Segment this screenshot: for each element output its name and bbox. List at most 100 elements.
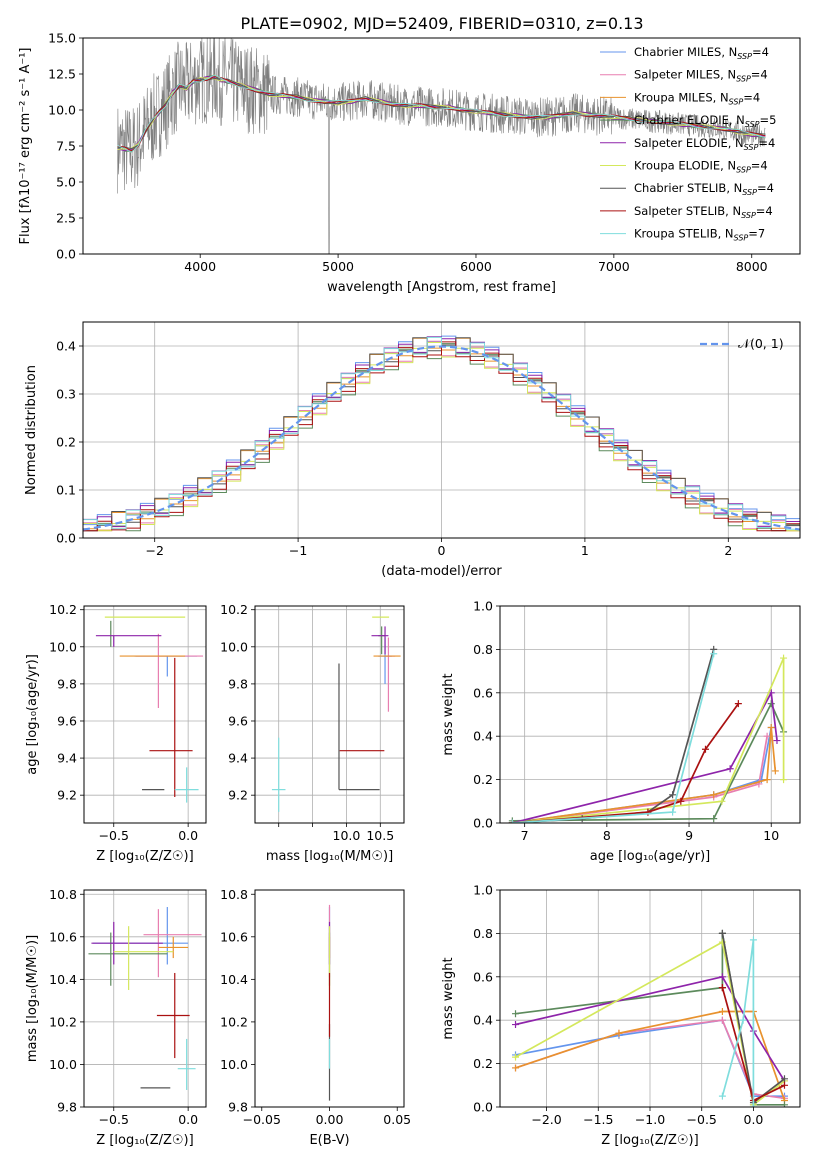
y-tick-label: 0.0 — [56, 531, 76, 546]
metallicity-age-plot: −0.5 0.0 9.2 9.4 9.6 9.8 10.0 10.2 Z [log₁₀(Z/Z☉… — [25, 602, 207, 864]
weight-marker — [767, 724, 775, 732]
y-tick-label: 0.2 — [56, 435, 76, 450]
x-axis-label: (data-model)/error — [381, 564, 502, 579]
y-tick-label: 9.2 — [57, 788, 77, 803]
y-tick-label: 0.0 — [473, 816, 493, 831]
y-tick-label: 10.8 — [220, 887, 248, 902]
axes-frame — [499, 605, 801, 824]
metallicity-mass-weight-plot: −2.0 −1.5 −1.0 −0.5 0.0 0.0 0.2 0.4 0.6 0.8 1.0 Z [… — [441, 883, 801, 1148]
plot-area — [512, 929, 788, 1107]
weight-line — [721, 939, 755, 1107]
plot-area — [95, 616, 204, 803]
metallicity-mass-plot: −0.5 0.0 9.8 10.0 10.2 10.4 10.6 10.8 Z [log₁₀(Z… — [25, 887, 207, 1148]
y-tick-label: 15.0 — [48, 31, 76, 46]
x-tick-label: −0.5 — [99, 1112, 129, 1127]
x-axis-label: age [log₁₀(age/yr)] — [590, 849, 711, 864]
x-axis-label: Z [log₁₀(Z/Z☉)] — [96, 849, 193, 864]
weight-marker — [701, 745, 709, 753]
weight-line — [512, 690, 778, 823]
y-axis-label: Flux [fλ10⁻¹⁷ erg cm⁻² s⁻¹ A⁻¹] — [18, 48, 33, 245]
weight-marker — [763, 776, 771, 784]
x-tick-label: 2 — [724, 543, 732, 558]
y-tick-label: 9.4 — [57, 751, 77, 766]
axes-frame — [83, 889, 207, 1108]
weight-marker — [615, 1029, 623, 1037]
age-mass-weight-plot: 7 8 9 10 0.0 0.2 0.4 0.6 0.8 1.0 age [log₁₀(age/yr… — [441, 599, 801, 864]
weight-marker — [669, 791, 677, 799]
y-tick-label: 10.8 — [49, 887, 77, 902]
y-tick-label: 12.5 — [48, 67, 76, 82]
legend-label: Salpeter MILES, NSSP=4 — [634, 68, 768, 84]
axes-frame — [82, 321, 801, 539]
weight-marker — [718, 973, 726, 981]
y-tick-label: 9.8 — [57, 1100, 77, 1115]
weight-marker — [749, 936, 757, 944]
y-axis-label: mass weight — [441, 957, 456, 1039]
spectrum-data-line — [117, 38, 766, 254]
x-tick-label: −2.0 — [531, 1112, 561, 1127]
x-tick-label: 10.5 — [366, 828, 394, 843]
model-fit-line — [117, 76, 766, 152]
x-tick-label: 8 — [603, 828, 611, 843]
weight-marker — [749, 1103, 757, 1107]
x-axis-label: wavelength [Angstrom, rest frame] — [327, 280, 556, 295]
y-tick-label: 0.8 — [473, 926, 493, 941]
weight-line — [512, 701, 785, 822]
x-tick-label: 0.0 — [744, 1112, 764, 1127]
weight-line — [512, 703, 740, 823]
y-tick-label: 7.5 — [56, 139, 76, 154]
weight-marker — [718, 1092, 726, 1100]
legend-label: Kroupa STELIB, NSSP=7 — [634, 227, 765, 243]
legend-label: Chabrier ELODIE, NSSP=5 — [634, 113, 776, 129]
axes-frame — [499, 889, 801, 1108]
y-tick-label: 10.2 — [49, 602, 77, 617]
x-tick-label: 4000 — [184, 259, 216, 274]
x-axis-label: Z [log₁₀(Z/Z☉)] — [601, 1133, 698, 1148]
y-tick-label: 9.6 — [57, 713, 77, 728]
plot-area — [83, 335, 800, 532]
y-axis-label: mass [log₁₀(M/M☉)] — [25, 935, 40, 1062]
x-tick-label: −1.5 — [583, 1112, 613, 1127]
x-tick-label: 7 — [521, 828, 529, 843]
y-tick-label: 0.2 — [473, 772, 493, 787]
weight-marker — [734, 700, 742, 708]
legend-label: Chabrier STELIB, NSSP=4 — [634, 181, 774, 197]
x-tick-label: 8000 — [736, 259, 768, 274]
weight-marker — [508, 819, 516, 823]
x-tick-label: −0.5 — [99, 828, 129, 843]
legend-label: Chabrier MILES, NSSP=4 — [634, 45, 769, 61]
x-tick-label: −0.5 — [687, 1112, 717, 1127]
axes-frame — [254, 605, 405, 824]
y-tick-label: 9.8 — [57, 676, 77, 691]
spectrum-plot: 4000 5000 6000 7000 8000 0.0 2.5 5.0 7.5 10.0 12.5… — [18, 31, 801, 295]
y-tick-label: 9.2 — [228, 788, 248, 803]
legend-label: 𝒩(0, 1) — [738, 336, 784, 351]
weight-marker — [512, 1064, 520, 1072]
weight-marker — [771, 767, 779, 775]
mass-age-plot: 10.0 10.5 9.2 9.4 9.6 9.8 10.0 10.2 mass [log₁₀(… — [220, 602, 405, 864]
x-tick-label: 10.0 — [333, 828, 361, 843]
normal-distribution-curve — [83, 345, 800, 531]
weight-marker — [773, 737, 781, 745]
plot-area — [88, 907, 202, 1090]
weight-marker — [718, 1008, 726, 1016]
y-tick-label: 0.0 — [56, 247, 76, 262]
y-tick-label: 0.4 — [473, 729, 493, 744]
y-tick-label: 10.0 — [49, 1057, 77, 1072]
y-tick-label: 10.4 — [220, 972, 248, 987]
x-tick-label: 0.0 — [178, 828, 198, 843]
x-axis-label: Z [log₁₀(Z/Z☉)] — [96, 1133, 193, 1148]
x-tick-label: 0.05 — [383, 1112, 411, 1127]
residual-histogram: −2 −1 0 1 2 0.0 0.1 0.2 0.3 0.4 (data-model)/error… — [24, 321, 801, 579]
y-tick-label: 10.2 — [49, 1014, 77, 1029]
y-tick-label: 0.2 — [473, 1056, 493, 1071]
weight-marker — [710, 791, 718, 799]
weight-marker — [763, 732, 771, 740]
y-tick-label: 10.0 — [220, 1057, 248, 1072]
weight-line — [512, 657, 785, 823]
axes-frame — [254, 889, 405, 1108]
weight-marker — [767, 700, 775, 708]
x-tick-label: −2 — [145, 543, 163, 558]
y-tick-label: 5.0 — [56, 175, 76, 190]
figure-title: PLATE=0902, MJD=52409, FIBERID=0310, z=0… — [240, 14, 643, 33]
